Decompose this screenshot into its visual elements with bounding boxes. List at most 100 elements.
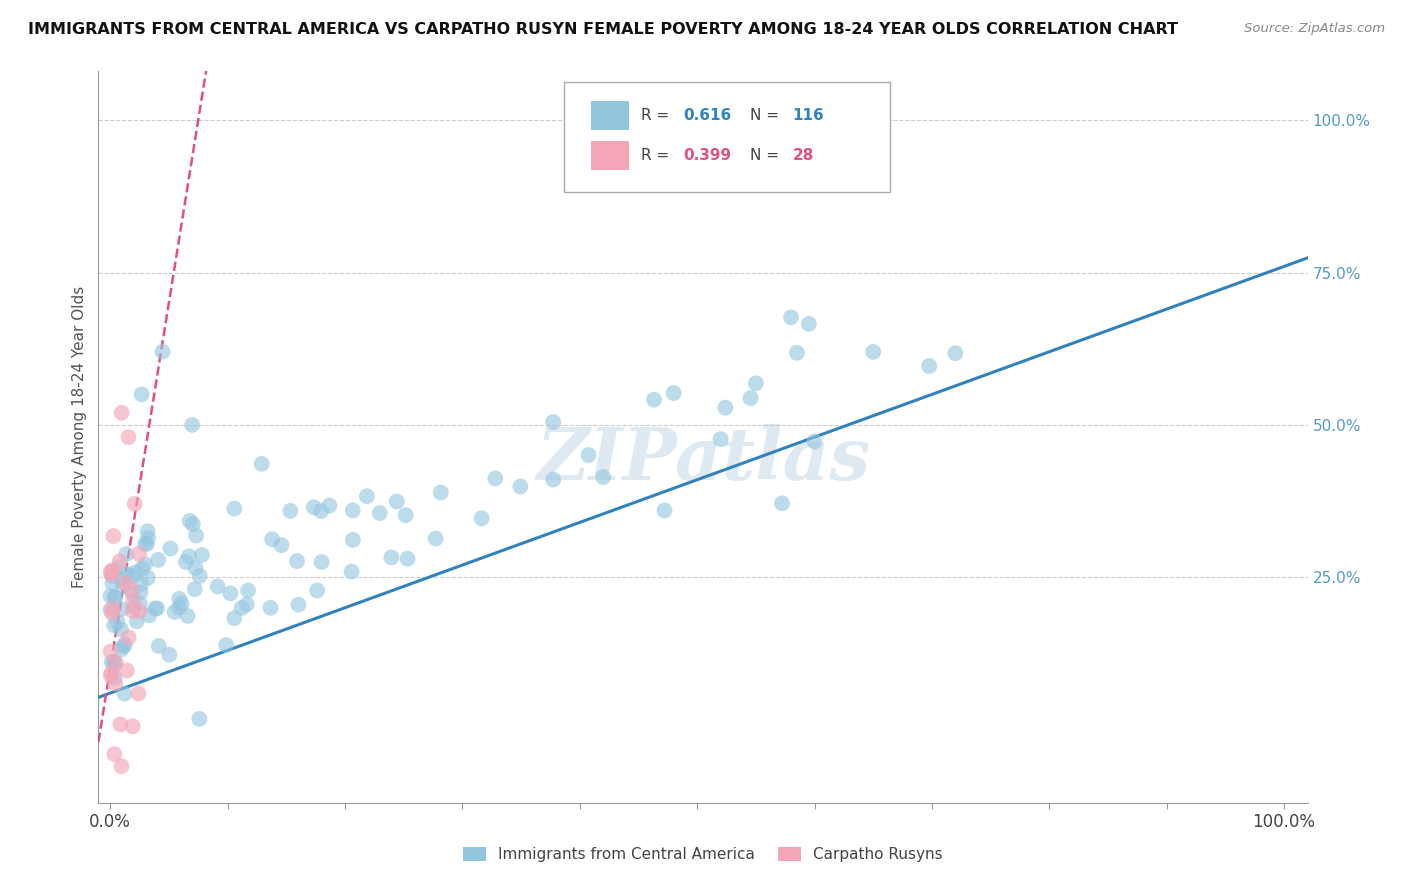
Point (100, 655, 122, 669)
Point (111, 406, 134, 420)
Point (103, 618, 125, 632)
Text: N =: N = (751, 108, 785, 123)
Point (385, 494, 408, 508)
Point (103, 747, 125, 761)
Point (131, 387, 153, 401)
Point (177, 549, 200, 564)
Point (135, 537, 157, 551)
Point (121, 569, 143, 583)
Point (104, 671, 127, 685)
Point (122, 594, 145, 608)
Point (101, 569, 124, 583)
Point (380, 550, 402, 565)
Point (740, 391, 762, 405)
Point (129, 577, 152, 591)
Point (124, 497, 146, 511)
Point (110, 602, 132, 616)
Text: 0.399: 0.399 (683, 148, 731, 163)
Point (918, 359, 941, 373)
Point (128, 547, 150, 561)
Point (356, 489, 378, 503)
Point (118, 631, 141, 645)
Point (110, 642, 132, 657)
Point (179, 514, 201, 528)
Point (710, 432, 733, 446)
Point (115, 547, 138, 561)
Point (131, 561, 153, 575)
Point (302, 500, 325, 515)
Point (117, 430, 139, 444)
Point (111, 573, 134, 587)
Text: R =: R = (641, 108, 675, 123)
Point (262, 532, 284, 546)
Point (270, 538, 292, 552)
Point (395, 508, 418, 523)
Point (342, 533, 364, 547)
Point (311, 555, 333, 569)
Point (236, 583, 259, 598)
Point (318, 499, 340, 513)
Point (662, 386, 685, 401)
Point (112, 640, 135, 654)
Point (104, 657, 127, 672)
Point (127, 686, 149, 700)
Point (138, 608, 160, 623)
Point (146, 553, 169, 567)
Y-axis label: Female Poverty Among 18-24 Year Olds: Female Poverty Among 18-24 Year Olds (72, 286, 87, 588)
Point (100, 567, 122, 582)
Point (184, 582, 207, 597)
Point (128, 604, 150, 618)
Point (224, 501, 246, 516)
Point (231, 601, 253, 615)
Point (287, 598, 309, 612)
Point (159, 541, 181, 556)
Point (181, 517, 204, 532)
Point (342, 503, 364, 517)
Point (278, 504, 301, 518)
Point (136, 531, 159, 545)
Point (108, 554, 131, 568)
Point (368, 506, 391, 520)
Text: 28: 28 (793, 148, 814, 163)
Point (429, 485, 451, 500)
Point (157, 648, 180, 662)
Point (176, 609, 198, 624)
Point (115, 566, 138, 581)
Point (945, 346, 967, 360)
Point (745, 376, 768, 391)
Point (309, 504, 332, 518)
Point (134, 558, 156, 572)
Point (122, 600, 145, 615)
Point (484, 471, 506, 485)
Point (101, 606, 124, 620)
Point (191, 548, 214, 562)
Legend: Immigrants from Central America, Carpatho Rusyns: Immigrants from Central America, Carpath… (457, 841, 949, 868)
Point (152, 344, 174, 359)
Point (100, 668, 122, 682)
Point (786, 345, 808, 359)
Point (471, 511, 494, 525)
Point (134, 537, 156, 551)
Point (101, 563, 124, 577)
Text: Source: ZipAtlas.com: Source: ZipAtlas.com (1244, 22, 1385, 36)
Point (803, 434, 825, 449)
Point (110, 717, 132, 731)
Point (541, 415, 564, 429)
Point (121, 586, 143, 600)
Point (770, 496, 793, 510)
Point (188, 712, 211, 726)
Point (114, 637, 136, 651)
Point (285, 554, 308, 568)
Point (143, 601, 166, 615)
Point (101, 576, 124, 591)
Point (340, 565, 363, 579)
Point (207, 580, 229, 594)
Point (643, 392, 665, 407)
Point (797, 317, 820, 331)
Point (184, 561, 207, 575)
Point (167, 591, 190, 606)
Point (307, 583, 329, 598)
Point (780, 310, 803, 325)
Point (111, 579, 134, 593)
Point (396, 551, 419, 566)
